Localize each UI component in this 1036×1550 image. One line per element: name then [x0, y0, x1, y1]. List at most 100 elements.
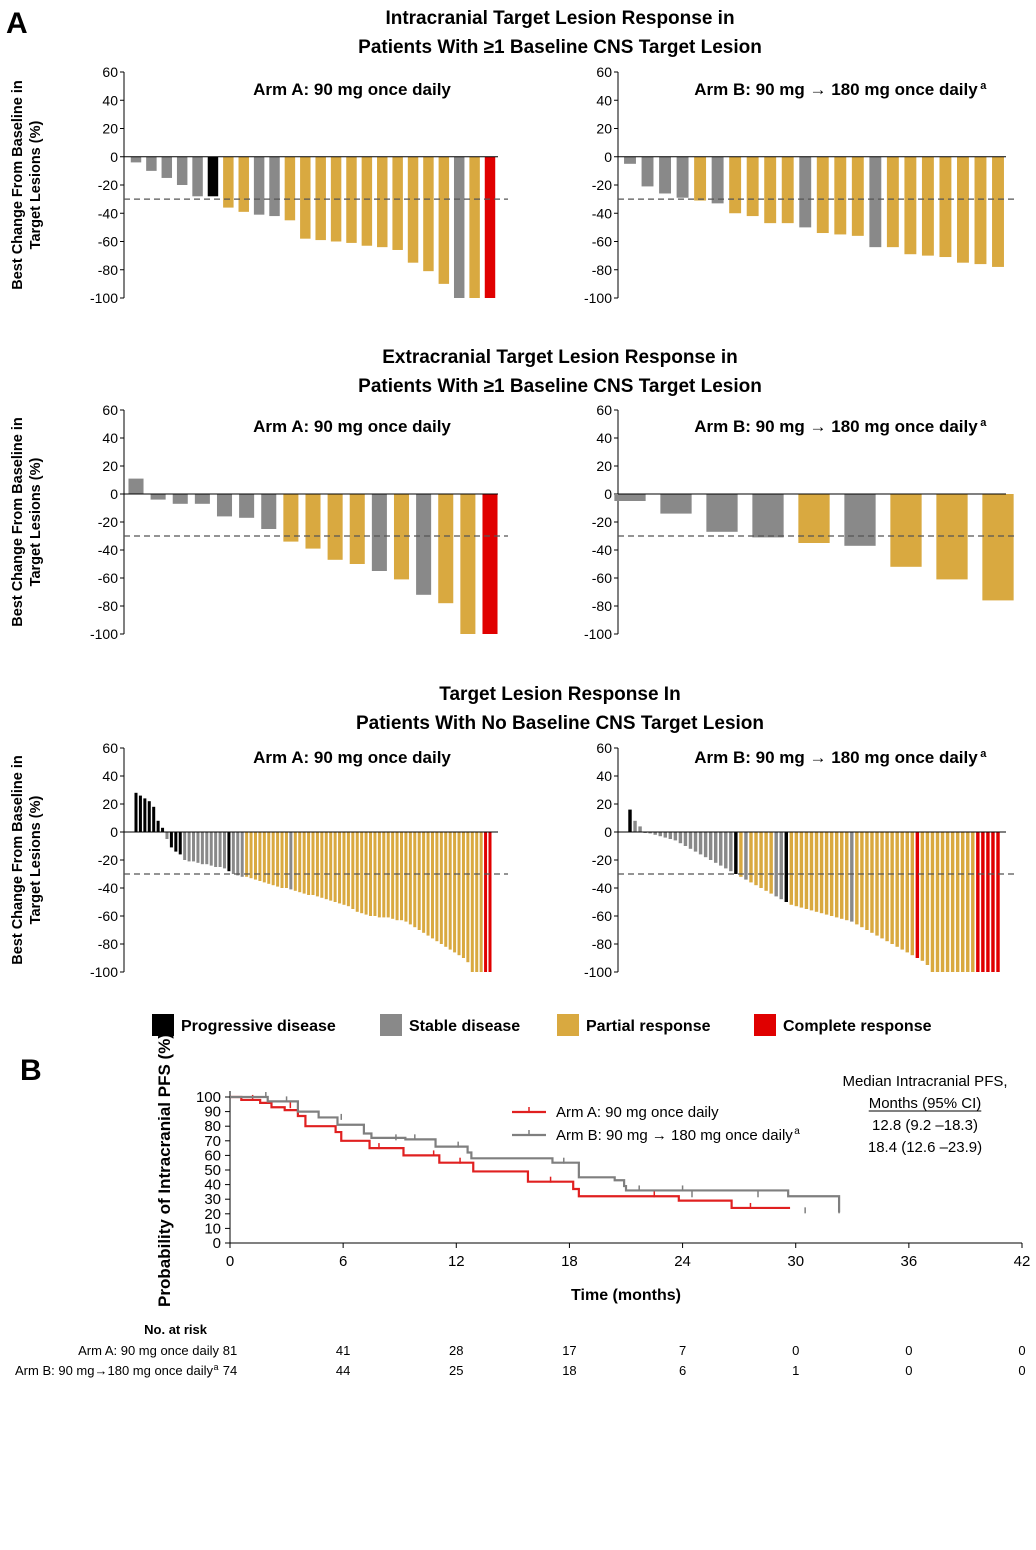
bar	[659, 156, 672, 194]
bar	[779, 832, 783, 900]
bar	[439, 832, 443, 944]
bar	[759, 832, 763, 888]
bar	[850, 832, 854, 922]
bar	[935, 832, 940, 972]
bar	[746, 156, 759, 217]
bar	[834, 156, 847, 235]
bar	[423, 156, 434, 272]
bar	[207, 156, 219, 197]
km-x-tick-label: 0	[226, 1253, 234, 1270]
y-tick-label: 60	[596, 64, 612, 80]
bar	[305, 494, 321, 549]
km-x-tick-label: 42	[1014, 1253, 1031, 1270]
risk-value: 28	[449, 1343, 463, 1358]
bar	[816, 156, 829, 234]
bar	[784, 832, 788, 902]
bar	[840, 832, 844, 919]
bar	[819, 832, 824, 914]
y-tick-label: -80	[592, 936, 612, 952]
median-row: 18.4 (12.6 –23.9)	[868, 1139, 982, 1156]
y-axis-label-line: Best Change From Baseline in	[10, 80, 26, 290]
bar	[976, 832, 980, 972]
bar	[769, 832, 773, 894]
y-tick-label: 20	[596, 121, 612, 137]
bar	[708, 832, 713, 860]
bar	[799, 832, 804, 908]
y-tick-label: -60	[98, 234, 118, 250]
bar	[633, 820, 637, 832]
bar	[966, 832, 970, 972]
bar	[628, 809, 632, 832]
bar	[209, 832, 213, 866]
bar	[261, 494, 277, 529]
bar	[438, 156, 450, 284]
bar	[307, 832, 311, 895]
bar	[338, 832, 342, 904]
risk-value: 6	[679, 1363, 686, 1378]
km-curve-arm-b	[230, 1095, 841, 1213]
y-tick-label: -40	[98, 880, 118, 896]
waterfall-panel-arm-b: 60 40 20 0 -20 -40 -60 -80 -100 Arm B: 90 mg → 18…	[584, 740, 1016, 980]
bar	[413, 832, 417, 928]
km-x-tick-label: 12	[448, 1253, 465, 1270]
bar	[262, 832, 266, 883]
bar	[284, 832, 288, 888]
bar	[448, 832, 452, 950]
bar	[945, 832, 950, 972]
y-tick-label: 60	[102, 402, 118, 418]
row-title-line: Patients With No Baseline CNS Target Les…	[356, 713, 764, 734]
legend-label-complete: Complete response	[783, 1018, 932, 1035]
bar	[845, 832, 849, 921]
bar	[249, 832, 253, 879]
bar	[956, 156, 969, 263]
bar	[624, 156, 636, 164]
y-tick-label: 0	[110, 149, 118, 165]
y-tick-label: 0	[604, 149, 612, 165]
bar	[192, 832, 196, 862]
bar	[673, 832, 678, 841]
bar	[764, 156, 777, 224]
bar	[479, 832, 483, 972]
bar	[289, 832, 293, 890]
bar	[482, 494, 498, 634]
bar	[794, 832, 799, 907]
waterfall-panel-arm-b: 60 40 20 0 -20 -40 -60 -80 -100 Arm B: 90 mg → 18…	[584, 64, 1016, 306]
y-tick-label: -100	[90, 626, 118, 642]
y-tick-label: 40	[102, 92, 118, 108]
bar	[407, 156, 419, 263]
bar	[351, 832, 355, 909]
y-tick-label: -60	[98, 908, 118, 924]
y-axis-label-line: Best Change From Baseline in	[10, 417, 26, 627]
bar	[638, 826, 642, 832]
risk-row-superscript: a	[214, 1362, 219, 1372]
risk-value: 1	[792, 1363, 799, 1378]
y-tick-label: -80	[98, 936, 118, 952]
bar	[940, 832, 945, 972]
y-tick-label: -20	[592, 177, 612, 193]
waterfall-panel-arm-a: 60 40 20 0 -20 -40 -60 -80 -100 Arm A: 90 mg once…	[90, 740, 508, 980]
bar	[880, 832, 884, 939]
arm-label: Arm B: 90 mg → 180 mg once daily	[694, 80, 978, 99]
y-tick-label: 40	[102, 430, 118, 446]
bar	[488, 832, 492, 972]
bar	[150, 494, 166, 500]
y-tick-label: 20	[102, 796, 118, 812]
bar	[905, 832, 909, 953]
bar	[453, 832, 457, 953]
km-y-tick-label: 0	[213, 1235, 221, 1252]
bar	[719, 832, 723, 866]
bar	[739, 832, 743, 877]
bar	[258, 832, 262, 881]
bar	[404, 832, 408, 922]
bar	[438, 494, 454, 604]
bar	[134, 792, 138, 832]
bar	[315, 156, 326, 241]
bar	[276, 832, 280, 887]
bar	[416, 494, 432, 595]
bar	[369, 832, 373, 916]
risk-value: 81	[223, 1343, 237, 1358]
bar	[422, 832, 426, 933]
bar	[915, 832, 920, 958]
km-y-tick-label: 50	[204, 1162, 221, 1179]
legend-swatch-complete	[754, 1014, 776, 1036]
